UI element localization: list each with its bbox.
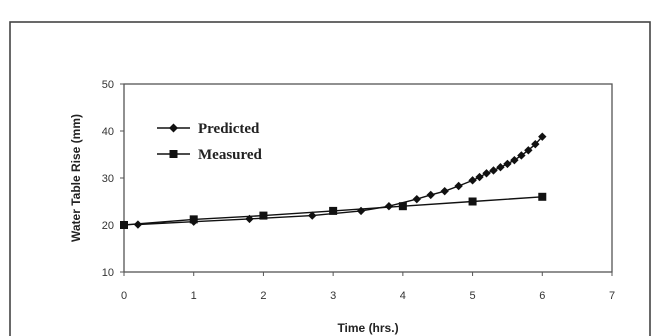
data-point-predicted bbox=[538, 132, 547, 141]
y-tick-label: 20 bbox=[102, 220, 114, 232]
data-point-predicted bbox=[496, 162, 505, 172]
data-point-predicted bbox=[489, 166, 498, 175]
data-point-predicted bbox=[454, 181, 463, 191]
series-predicted bbox=[133, 132, 547, 229]
data-point-measured bbox=[329, 206, 338, 215]
data-point-predicted bbox=[384, 202, 394, 211]
data-point-predicted bbox=[412, 194, 421, 204]
data-point-measured bbox=[538, 192, 547, 201]
legend-marker-measured bbox=[169, 150, 178, 158]
y-tick-label: 40 bbox=[102, 126, 114, 138]
x-tick-label: 0 bbox=[121, 290, 127, 302]
x-tick-label: 2 bbox=[260, 290, 266, 302]
data-point-measured bbox=[120, 221, 128, 229]
data-point-predicted bbox=[308, 211, 317, 220]
data-point-predicted bbox=[482, 169, 491, 178]
x-axis-title: Time (hrs.) bbox=[337, 321, 398, 335]
series-layer bbox=[120, 132, 547, 229]
data-point-predicted bbox=[503, 159, 512, 169]
data-point-measured bbox=[189, 215, 198, 224]
plot-area bbox=[123, 83, 613, 273]
y-axis-title: Water Table Rise (mm) bbox=[69, 114, 83, 242]
legend: Predicted Measured bbox=[157, 121, 263, 163]
data-point-measured bbox=[468, 197, 477, 206]
series-measured bbox=[120, 192, 547, 229]
data-point-measured bbox=[398, 202, 407, 211]
x-tick-label: 5 bbox=[470, 290, 476, 302]
data-point-predicted bbox=[531, 139, 540, 149]
data-point-predicted bbox=[524, 146, 533, 155]
data-point-predicted bbox=[426, 190, 435, 200]
legend-label-measured: Measured bbox=[198, 147, 263, 163]
data-point-predicted bbox=[475, 172, 484, 182]
x-tick-label: 7 bbox=[609, 290, 615, 302]
data-point-predicted bbox=[468, 176, 477, 185]
y-tick-label: 30 bbox=[102, 173, 114, 185]
y-tick-label: 10 bbox=[102, 267, 114, 279]
x-axis: 0 1 2 3 4 5 6 7 bbox=[121, 272, 615, 302]
data-point-predicted bbox=[440, 186, 449, 196]
data-point-predicted bbox=[517, 151, 526, 160]
data-point-measured bbox=[259, 211, 268, 220]
x-tick-label: 1 bbox=[191, 290, 197, 302]
y-tick-label: 50 bbox=[102, 79, 114, 91]
legend-marker-predicted bbox=[169, 123, 178, 133]
data-point-predicted bbox=[510, 155, 519, 165]
x-tick-label: 6 bbox=[539, 290, 545, 302]
legend-label-predicted: Predicted bbox=[198, 121, 260, 137]
x-tick-label: 3 bbox=[330, 290, 336, 302]
x-tick-label: 4 bbox=[400, 290, 406, 302]
y-axis: 10 20 30 40 50 bbox=[102, 79, 124, 279]
